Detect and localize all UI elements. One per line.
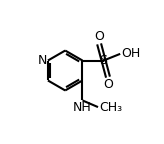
Text: O: O [103,78,113,91]
Text: NH: NH [73,101,92,114]
Text: O: O [94,30,104,43]
Text: S: S [100,54,108,67]
Text: N: N [37,54,47,67]
Text: CH₃: CH₃ [99,101,122,114]
Text: OH: OH [121,47,140,60]
